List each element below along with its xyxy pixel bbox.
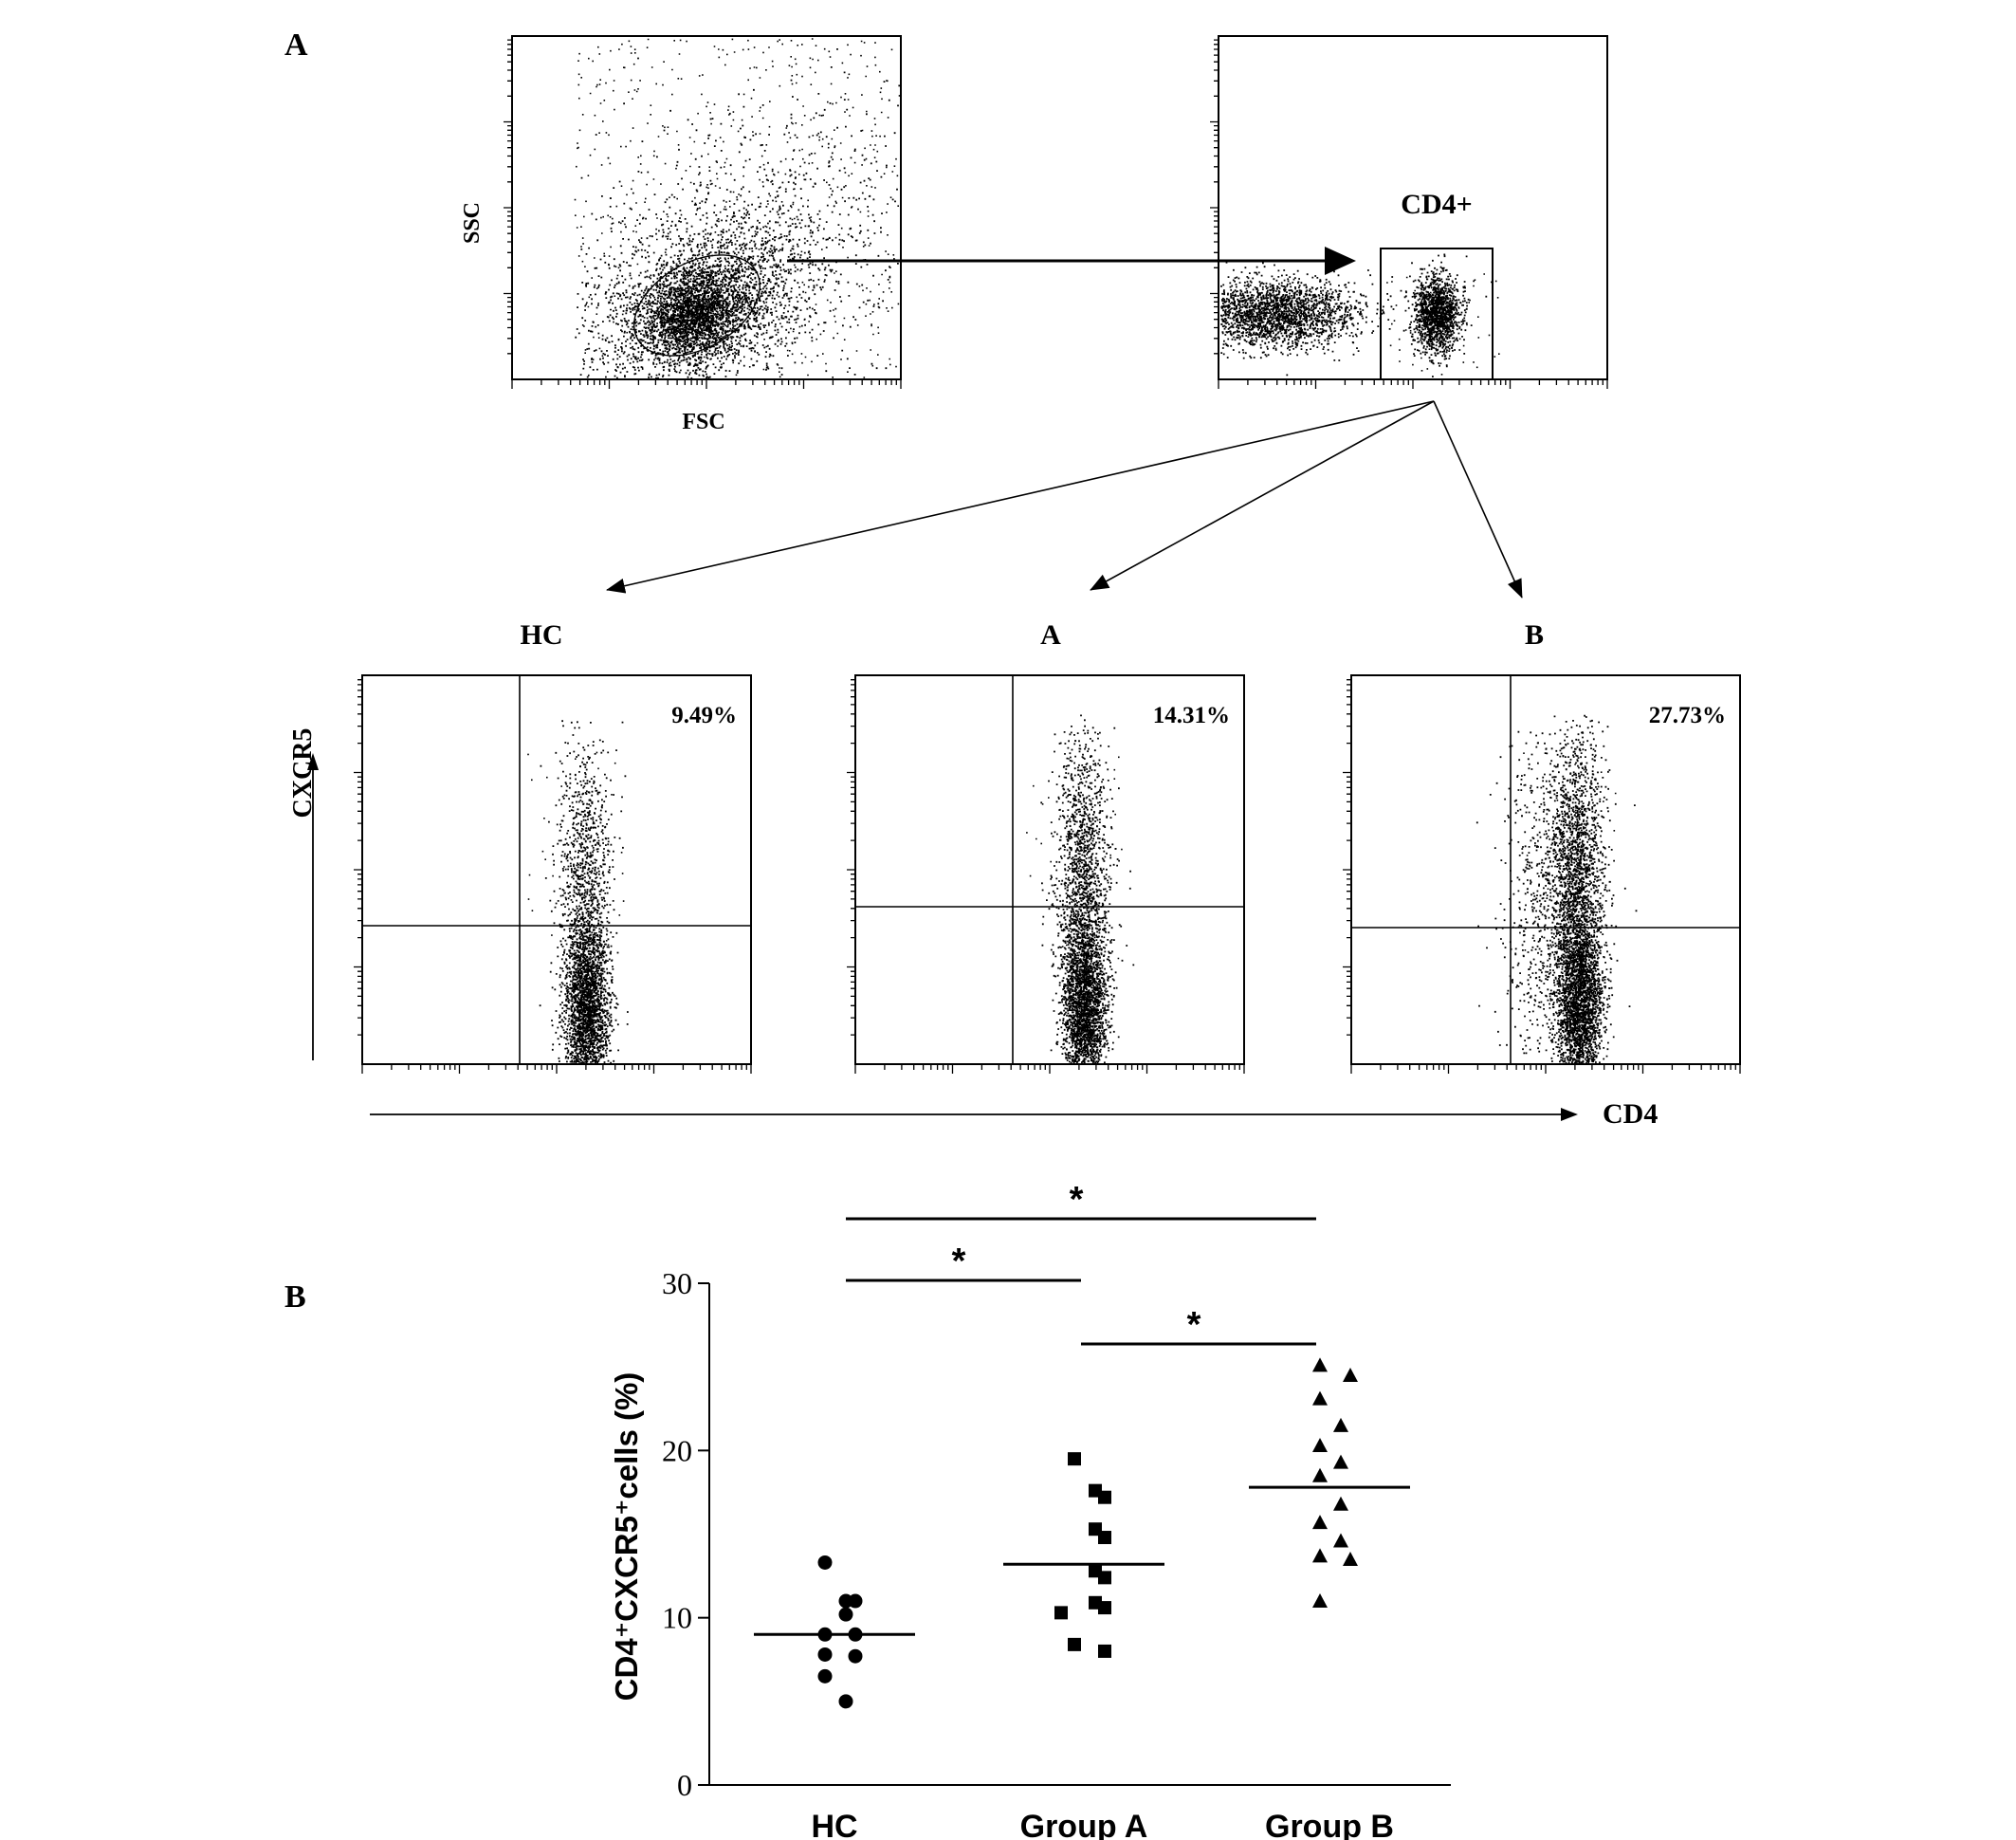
quadrant-title: A [1040, 619, 1061, 651]
series-group-a [1003, 1452, 1164, 1658]
data-point [1098, 1531, 1111, 1545]
data-point [1312, 1515, 1328, 1530]
data-point [1333, 1533, 1348, 1548]
data-point [1098, 1490, 1111, 1504]
quadrant-events [527, 720, 629, 1064]
data-point [817, 1555, 833, 1570]
data-point [1098, 1571, 1111, 1585]
quadrant-plot-1: 9.49% HC [354, 619, 752, 1074]
cxcr5-axis-label: CXCR5 [288, 728, 318, 819]
cd4-gate-box [1380, 248, 1494, 380]
significance-star: * [1187, 1305, 1201, 1345]
quadrant-frame [361, 674, 752, 1065]
quadrant-frame [854, 674, 1245, 1065]
quadrant-title: HC [521, 619, 563, 651]
series-group-b [1249, 1357, 1410, 1609]
data-point [817, 1668, 833, 1684]
ssc-label: SSC [460, 202, 485, 244]
panel-a-label: A [284, 28, 308, 63]
x-tick-label: Group A [1020, 1809, 1148, 1840]
quadrant-ticks [354, 679, 752, 1074]
quadrant-percent: 9.49% [671, 703, 737, 728]
cd4-axis-label: CD4 [1603, 1098, 1658, 1130]
data-point [1312, 1357, 1328, 1372]
cxcr5-arrow-head [307, 753, 319, 770]
quadrant-events [1475, 714, 1638, 1064]
data-point [1068, 1637, 1081, 1651]
data-point [1312, 1438, 1328, 1453]
data-point [817, 1647, 833, 1662]
data-point [1343, 1551, 1358, 1566]
data-point [848, 1593, 863, 1609]
data-point [1068, 1452, 1081, 1466]
fsc-label: FSC [682, 410, 724, 434]
data-point [848, 1648, 863, 1664]
cd4-arrow-head [1561, 1108, 1578, 1121]
fsc-ssc-events [574, 38, 901, 379]
quadrant-events [1026, 714, 1135, 1064]
cxcr5-dot-plot: 0 10 20 30 CD4⁺CXCR5⁺cells (%) HC Group A Group… [609, 1180, 1451, 1840]
quadrant-percent: 27.73% [1649, 703, 1726, 728]
x-tick-label: Group B [1265, 1809, 1394, 1840]
quadrant-frame [1350, 674, 1741, 1065]
data-point [1098, 1601, 1111, 1615]
y-tick-label: 10 [662, 1601, 692, 1635]
y-tick-label: 20 [662, 1433, 692, 1467]
arrow-to-a [1090, 400, 1435, 591]
quadrant-plots: 9.49% HC 14.31% A 27.73% B [354, 619, 1741, 1074]
significance-star: * [952, 1242, 966, 1281]
data-point [1333, 1496, 1348, 1511]
significance-star: * [1070, 1180, 1084, 1220]
y-tick-label: 0 [677, 1768, 692, 1802]
data-point [838, 1694, 853, 1709]
data-point [1343, 1367, 1358, 1382]
data-point [1333, 1417, 1348, 1432]
series-hc [754, 1555, 915, 1709]
fsc-ssc-ticks [504, 39, 902, 389]
data-point [838, 1607, 853, 1622]
panel-b-label: B [284, 1279, 306, 1315]
quadrant-plot-3: 27.73% B [1343, 619, 1741, 1074]
quadrant-title: B [1525, 619, 1544, 651]
x-tick-label: HC [811, 1809, 857, 1840]
data-point [1312, 1593, 1328, 1609]
cd4-gate-plot: CD4+ [1210, 35, 1608, 389]
cd4-gate-events [1220, 253, 1500, 377]
fsc-ssc-plot: FSC SSC [460, 35, 902, 434]
cd4-gate-label: CD4+ [1401, 189, 1472, 220]
arrow-to-b [1433, 400, 1523, 598]
data-point [1312, 1467, 1328, 1482]
y-axis-label: CD4⁺CXCR5⁺cells (%) [609, 1372, 644, 1702]
data-point [1312, 1548, 1328, 1563]
data-point [1054, 1606, 1068, 1620]
data-point [1098, 1644, 1111, 1658]
quadrant-plot-2: 14.31% A [847, 619, 1245, 1074]
gating-arrow-head [1325, 247, 1356, 275]
cd4-gate-ticks [1210, 39, 1608, 389]
quadrant-ticks [847, 679, 1245, 1074]
data-point [1333, 1454, 1348, 1469]
data-point [1312, 1390, 1328, 1406]
quadrant-ticks [1343, 679, 1741, 1074]
arrow-to-hc [606, 400, 1435, 594]
y-tick-label: 30 [662, 1266, 692, 1300]
quadrant-percent: 14.31% [1153, 703, 1230, 728]
